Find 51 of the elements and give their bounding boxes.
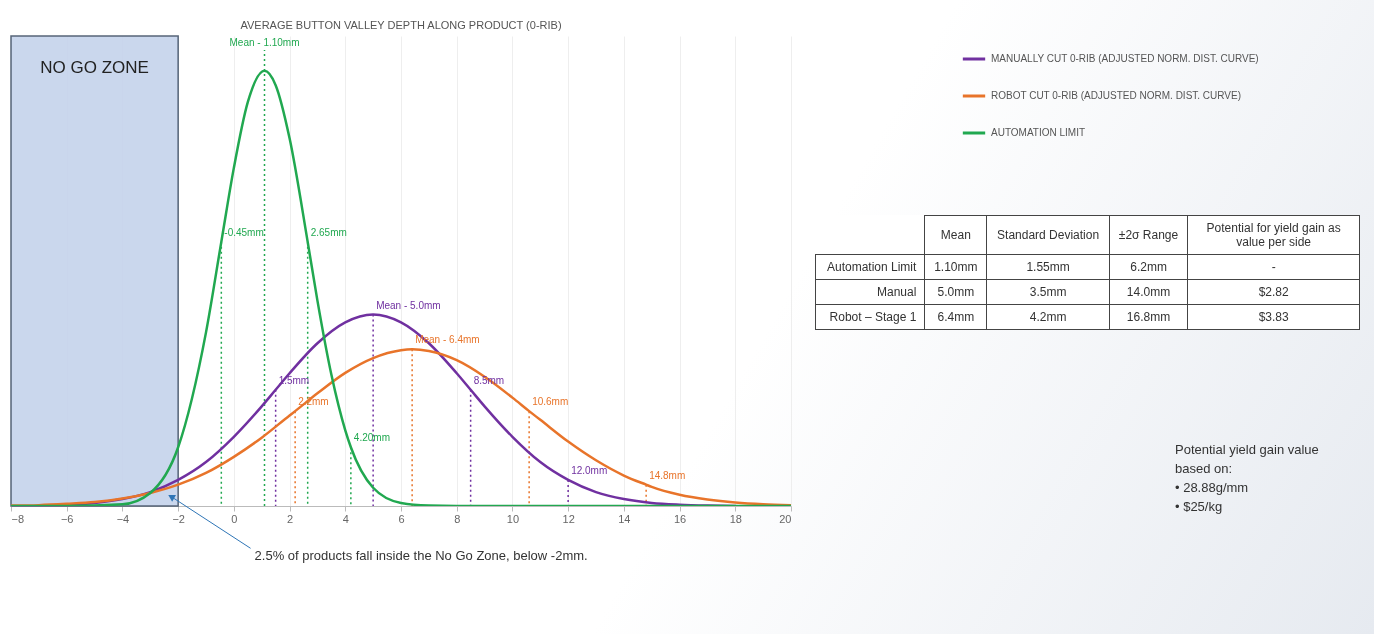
x-tick-label: −8 xyxy=(11,512,25,525)
text: • 28.88g/mm xyxy=(1175,479,1250,497)
x-tick-label: 0 xyxy=(231,512,238,525)
ref-line-label: Mean - 1.10mm xyxy=(229,37,300,49)
annotation: 2.65mm xyxy=(310,226,347,238)
x-tick-label: 2 xyxy=(287,512,294,525)
x-tick-label: 16 xyxy=(673,512,687,525)
x-tick-label: −6 xyxy=(60,512,74,525)
annotation: 14.8mm xyxy=(649,469,686,481)
annotation: -0.45mm xyxy=(224,226,264,238)
text: 2.5% of products fall inside the No Go Zone, below -2mm. xyxy=(254,548,588,564)
x-tick-label: −2 xyxy=(172,512,185,525)
text: 5.0mm xyxy=(937,285,975,299)
annotation: 4.20mm xyxy=(353,432,390,444)
x-tick-label: 6 xyxy=(398,512,405,525)
text: Potential yield gain value based on: xyxy=(1175,441,1320,478)
text: 4.2mm xyxy=(1029,310,1067,324)
annotation: 12.0mm xyxy=(571,464,608,476)
category-label: Robot – Stage 1 xyxy=(829,310,917,324)
category-label: ±2σ Range xyxy=(1109,215,1188,255)
text: 14.0mm xyxy=(1126,285,1171,299)
category-label: Manual xyxy=(876,285,917,299)
x-tick-label: −4 xyxy=(116,512,130,525)
band-label: NO GO ZONE xyxy=(40,58,149,77)
chart-title: AVERAGE BUTTON VALLEY DEPTH ALONG PRODUCT (0-RIB) xyxy=(240,19,562,32)
text: 16.8mm xyxy=(1126,310,1171,324)
x-tick-label: 18 xyxy=(729,512,742,525)
x-tick-label: 4 xyxy=(342,512,349,525)
text: 6.4mm xyxy=(937,310,975,324)
text: 6.2mm xyxy=(1130,260,1167,274)
text: $3.83 xyxy=(1258,310,1289,324)
text: 3.5mm xyxy=(1029,285,1067,299)
text: • $25/kg xyxy=(1175,498,1224,516)
category-label: Automation Limit xyxy=(826,260,917,274)
category-label: Mean xyxy=(924,215,987,255)
x-tick-label: 12 xyxy=(562,512,575,525)
category-label: Standard Deviation xyxy=(986,215,1110,255)
text: - xyxy=(1271,260,1276,274)
legend-label: MANUALLY CUT 0-RIB (ADJUSTED NORM. DIST. CURVE) xyxy=(991,53,1259,64)
legend-label: AUTOMATION LIMIT xyxy=(991,127,1086,138)
category-label: Potential for yield gain as value per side xyxy=(1187,215,1360,255)
annotation: Mean - 5.0mm xyxy=(376,299,441,311)
text: 1.55mm xyxy=(1026,260,1070,274)
x-tick-label: 10 xyxy=(506,512,520,525)
legend-label: ROBOT CUT 0-RIB (ADJUSTED NORM. DIST. CURVE) xyxy=(991,90,1242,101)
annotation: 10.6mm xyxy=(532,396,569,408)
x-tick-label: 14 xyxy=(618,512,631,525)
x-tick-label: 8 xyxy=(454,512,461,525)
text: $2.82 xyxy=(1258,285,1289,299)
x-tick-label: 20 xyxy=(779,512,792,525)
text: 1.10mm xyxy=(934,260,978,274)
